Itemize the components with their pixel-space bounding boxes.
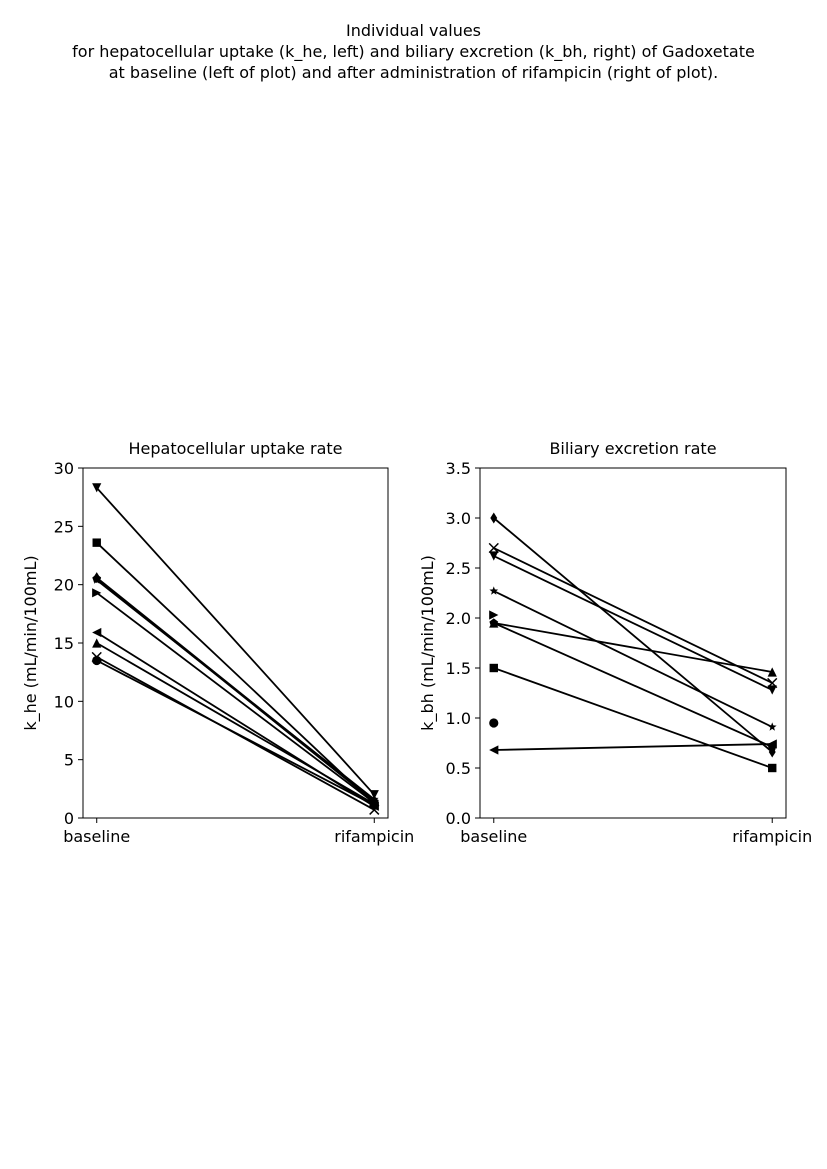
series-line-triangle-left (493, 743, 773, 751)
data-point-x-rifampicin (767, 677, 778, 689)
y-tick-label: 1.5 (446, 659, 471, 678)
data-point-circle-baseline (489, 718, 499, 728)
series-x (488, 542, 778, 689)
data-point-x-baseline (488, 542, 499, 554)
series-triangle-left (92, 627, 379, 811)
x-tick-label-baseline: baseline (63, 827, 130, 846)
y-tick-label: 0.5 (446, 759, 471, 778)
y-tick-label: 1.0 (446, 709, 471, 728)
series-pentagon (489, 618, 777, 751)
series-pentagon (92, 574, 379, 806)
data-point-triangle-up-rifampicin (767, 667, 777, 677)
data-point-triangle-down-baseline (489, 551, 499, 561)
series-line-pentagon (493, 622, 773, 748)
data-point-pentagon-rifampicin (767, 742, 777, 751)
data-point-pentagon-baseline (489, 618, 499, 627)
series-line-triangle-down (493, 555, 773, 691)
panel-biliary-excretion: Biliary excretion rate k_bh (mL/min/100mL… (418, 439, 812, 846)
series-triangle-down (489, 551, 777, 695)
series-circle (489, 718, 499, 728)
y-tick-label: 3.0 (446, 509, 471, 528)
series-triangle-up (489, 618, 777, 677)
x-tick-label-baseline: baseline (460, 827, 527, 846)
data-point-triangle-down-rifampicin (369, 790, 379, 800)
figure-title-line-2: for hepatocellular uptake (k_he, left) a… (72, 42, 755, 61)
series-line-star (493, 590, 773, 728)
y-tick-label: 15 (54, 634, 74, 653)
series-line-triangle-up (96, 642, 375, 805)
y-tick-label: 30 (54, 459, 74, 478)
series-triangle-right (489, 610, 499, 620)
panel-title: Hepatocellular uptake rate (129, 439, 343, 458)
data-point-x-baseline (91, 651, 102, 663)
data-point-triangle-down-rifampicin (767, 685, 777, 695)
data-point-pentagon-baseline (92, 574, 102, 583)
y-tick-label: 25 (54, 517, 74, 536)
data-point-triangle-down-baseline (92, 483, 102, 493)
y-tick-label: 0.0 (446, 809, 471, 828)
series-line-square (493, 667, 773, 769)
series-line-pentagon (96, 578, 375, 803)
series-square (489, 663, 777, 773)
y-tick-label: 10 (54, 692, 74, 711)
y-tick-label: 0 (64, 809, 74, 828)
series-triangle-right (92, 588, 379, 808)
y-tick-label: 20 (54, 576, 74, 595)
series-line-square (96, 542, 375, 805)
series-line-x (493, 547, 773, 684)
series-line-x (96, 656, 375, 811)
x-tick-label-rifampicin: rifampicin (732, 827, 812, 846)
panel-hepatocellular-uptake: Hepatocellular uptake rate k_he (mL/min/1… (21, 439, 414, 846)
series-line-triangle-up (493, 622, 773, 673)
y-tick-label: 2.5 (446, 559, 471, 578)
data-point-triangle-left-baseline (489, 745, 499, 755)
y-axis-label: k_bh (mL/min/100mL) (418, 555, 438, 731)
data-point-star-rifampicin (767, 722, 777, 731)
series-diamond (490, 512, 776, 758)
data-point-star-baseline (489, 586, 499, 595)
figure-title-line-3: at baseline (left of plot) and after adm… (108, 63, 719, 82)
axes-frame (82, 467, 389, 819)
axes-frame (479, 467, 787, 819)
series-line-triangle-right (96, 592, 375, 804)
data-point-triangle-up-baseline (92, 638, 102, 648)
series-line-triangle-down (96, 487, 375, 796)
y-tick-label: 2.0 (446, 609, 471, 628)
data-point-square-baseline (489, 663, 498, 673)
data-point-square-baseline (92, 538, 101, 547)
data-point-diamond-baseline (490, 512, 498, 524)
panel-title: Biliary excretion rate (549, 439, 716, 458)
series-triangle-down (92, 483, 379, 800)
y-tick-label: 3.5 (446, 459, 471, 478)
data-point-triangle-left-baseline (92, 627, 102, 638)
series-triangle-left (489, 739, 777, 755)
series-line-diamond (493, 517, 773, 753)
y-axis-label: k_he (mL/min/100mL) (21, 555, 41, 730)
figure-title: Individual values for hepatocellular upt… (0, 20, 827, 83)
series-star (489, 586, 777, 731)
data-point-pentagon-rifampicin (369, 797, 379, 806)
figure-title-line-1: Individual values (345, 21, 482, 40)
series-x (91, 651, 380, 815)
y-tick-label: 5 (64, 751, 74, 770)
data-point-square-rifampicin (768, 763, 777, 773)
data-point-triangle-right-baseline (489, 610, 499, 620)
data-point-triangle-right-baseline (92, 588, 102, 598)
x-tick-label-rifampicin: rifampicin (334, 827, 414, 846)
